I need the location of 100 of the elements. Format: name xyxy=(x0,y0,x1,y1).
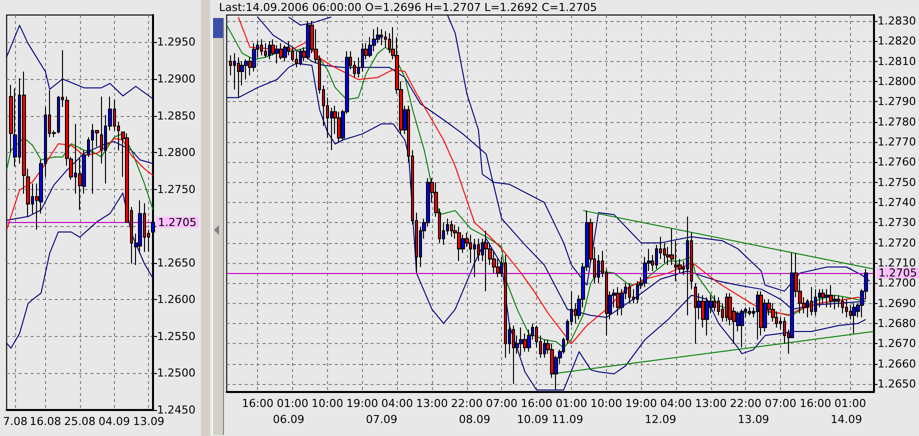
y-tick-label: 1.2650 xyxy=(157,256,196,270)
line-series xyxy=(6,24,154,100)
candlestick xyxy=(821,288,825,304)
candlestick xyxy=(519,326,523,356)
line-series xyxy=(6,132,154,210)
candlestick xyxy=(756,290,759,340)
x-tick-label: 14.09 xyxy=(830,413,862,426)
candlestick xyxy=(725,292,728,322)
ref-line-label: 1.2705 xyxy=(158,216,196,229)
x-tick-label: 04:00 xyxy=(660,397,692,410)
y-tick-label: 1.2760 xyxy=(878,156,916,169)
candlestick xyxy=(845,298,848,318)
candlestick xyxy=(616,286,620,316)
chart-title: Last:14.09.2006 06:00:00 O=1.2696 H=1.2707 L=1.2692 C=1.2705 xyxy=(219,1,598,14)
candlestick xyxy=(636,280,639,304)
y-tick-label: 1.2800 xyxy=(878,75,916,88)
candlestick xyxy=(283,44,287,62)
line-series xyxy=(6,192,154,349)
y-tick-label: 1.2740 xyxy=(878,196,916,209)
y-tick-label: 1.2810 xyxy=(878,54,916,68)
x-tick-label: 13.09 xyxy=(132,415,164,428)
candlestick xyxy=(264,42,267,58)
x-tick-label: 25.08 xyxy=(64,415,96,428)
candlestick xyxy=(380,28,383,46)
y-tick-label: 1.2690 xyxy=(878,296,916,310)
candlestick xyxy=(810,286,813,316)
y-tick-label: 1.2730 xyxy=(878,216,916,230)
y-tick-label: 1.2660 xyxy=(878,357,916,370)
candlestick xyxy=(713,294,716,312)
y-tick-label: 1.2710 xyxy=(878,256,916,270)
candlestick xyxy=(829,284,833,308)
candlestick xyxy=(825,288,829,308)
candlestick xyxy=(543,339,546,358)
candlestick xyxy=(512,324,515,384)
y-tick-label: 1.2450 xyxy=(157,404,196,416)
y-tick-label: 1.2900 xyxy=(157,72,196,86)
x-tick-label: 01:00 xyxy=(834,397,866,410)
x-tick-label: 04.09 xyxy=(98,415,130,428)
candlestick xyxy=(740,308,744,348)
y-tick-label: 1.2820 xyxy=(878,34,916,48)
candlestick xyxy=(748,306,751,316)
candlestick xyxy=(759,290,763,336)
x-tick-label: 19:00 xyxy=(346,397,378,410)
candlestick xyxy=(450,220,453,238)
candlestick xyxy=(295,50,298,68)
y-tick-label: 1.2650 xyxy=(878,377,916,390)
line-series xyxy=(226,62,866,390)
candlestick xyxy=(694,282,697,344)
candlestick xyxy=(814,288,817,316)
y-tick-label: 1.2550 xyxy=(157,330,196,343)
x-tick-label: 22:00 xyxy=(730,397,762,410)
y-tick-label: 1.2750 xyxy=(157,182,196,196)
x-tick-label: 7.08 xyxy=(2,415,28,428)
y-tick-label: 1.2780 xyxy=(878,115,916,128)
x-tick-label: 22:00 xyxy=(450,397,483,410)
x-tick-label: 07:00 xyxy=(764,397,796,410)
candlestick xyxy=(260,38,263,56)
x-tick-label: 13.09 xyxy=(738,413,770,426)
y-tick-label: 1.2720 xyxy=(878,236,916,250)
y-tick-label: 1.2790 xyxy=(878,95,916,108)
candlestick xyxy=(705,296,709,336)
x-tick-label: 08.09 xyxy=(458,413,490,426)
candlestick xyxy=(484,230,488,292)
x-tick-label: 11.09 xyxy=(552,413,584,426)
y-tick-label: 1.2800 xyxy=(157,146,196,160)
candlestick xyxy=(628,282,631,304)
y-tick-label: 1.2830 xyxy=(878,14,916,28)
y-tick-label: 1.2600 xyxy=(157,293,196,306)
x-tick-label: 01:00 xyxy=(556,397,588,410)
candlestick xyxy=(299,48,302,66)
y-tick-label: 1.2770 xyxy=(878,136,916,149)
x-tick-label: 12.09 xyxy=(644,413,676,426)
x-tick-label: 10:00 xyxy=(590,397,622,410)
candlestick xyxy=(852,302,856,334)
x-tick-label: 16.08 xyxy=(30,415,62,428)
x-tick-label: 07.09 xyxy=(366,413,398,426)
x-tick-label: 13:00 xyxy=(416,397,448,410)
y-tick-label: 1.2680 xyxy=(878,316,916,330)
ref-line-label: 1.2705 xyxy=(878,266,918,280)
y-tick-label: 1.2750 xyxy=(878,176,916,189)
x-tick-label: 19:00 xyxy=(625,397,657,410)
candlestick xyxy=(686,216,689,316)
x-tick-label: 01:00 xyxy=(276,397,308,410)
candlestick xyxy=(237,56,240,98)
y-tick-label: 1.2950 xyxy=(157,36,196,49)
x-tick-label: 10.09 xyxy=(516,413,548,426)
candlestick xyxy=(279,42,283,60)
y-tick-label: 1.2500 xyxy=(157,366,196,380)
x-tick-label: 16:00 xyxy=(800,397,832,410)
candlestick xyxy=(306,20,310,60)
y-tick-label: 1.2850 xyxy=(157,109,196,122)
y-tick-label: 1.2670 xyxy=(878,337,916,350)
x-tick-label: 16:00 xyxy=(242,397,274,410)
x-tick-label: 07:00 xyxy=(486,397,518,410)
candlestick xyxy=(268,40,271,60)
candlestick xyxy=(841,296,844,314)
candlestick xyxy=(457,226,461,262)
x-tick-label: 06.09 xyxy=(272,413,304,426)
x-tick-label: 16:00 xyxy=(520,397,552,410)
x-tick-label: 04:00 xyxy=(381,397,413,410)
